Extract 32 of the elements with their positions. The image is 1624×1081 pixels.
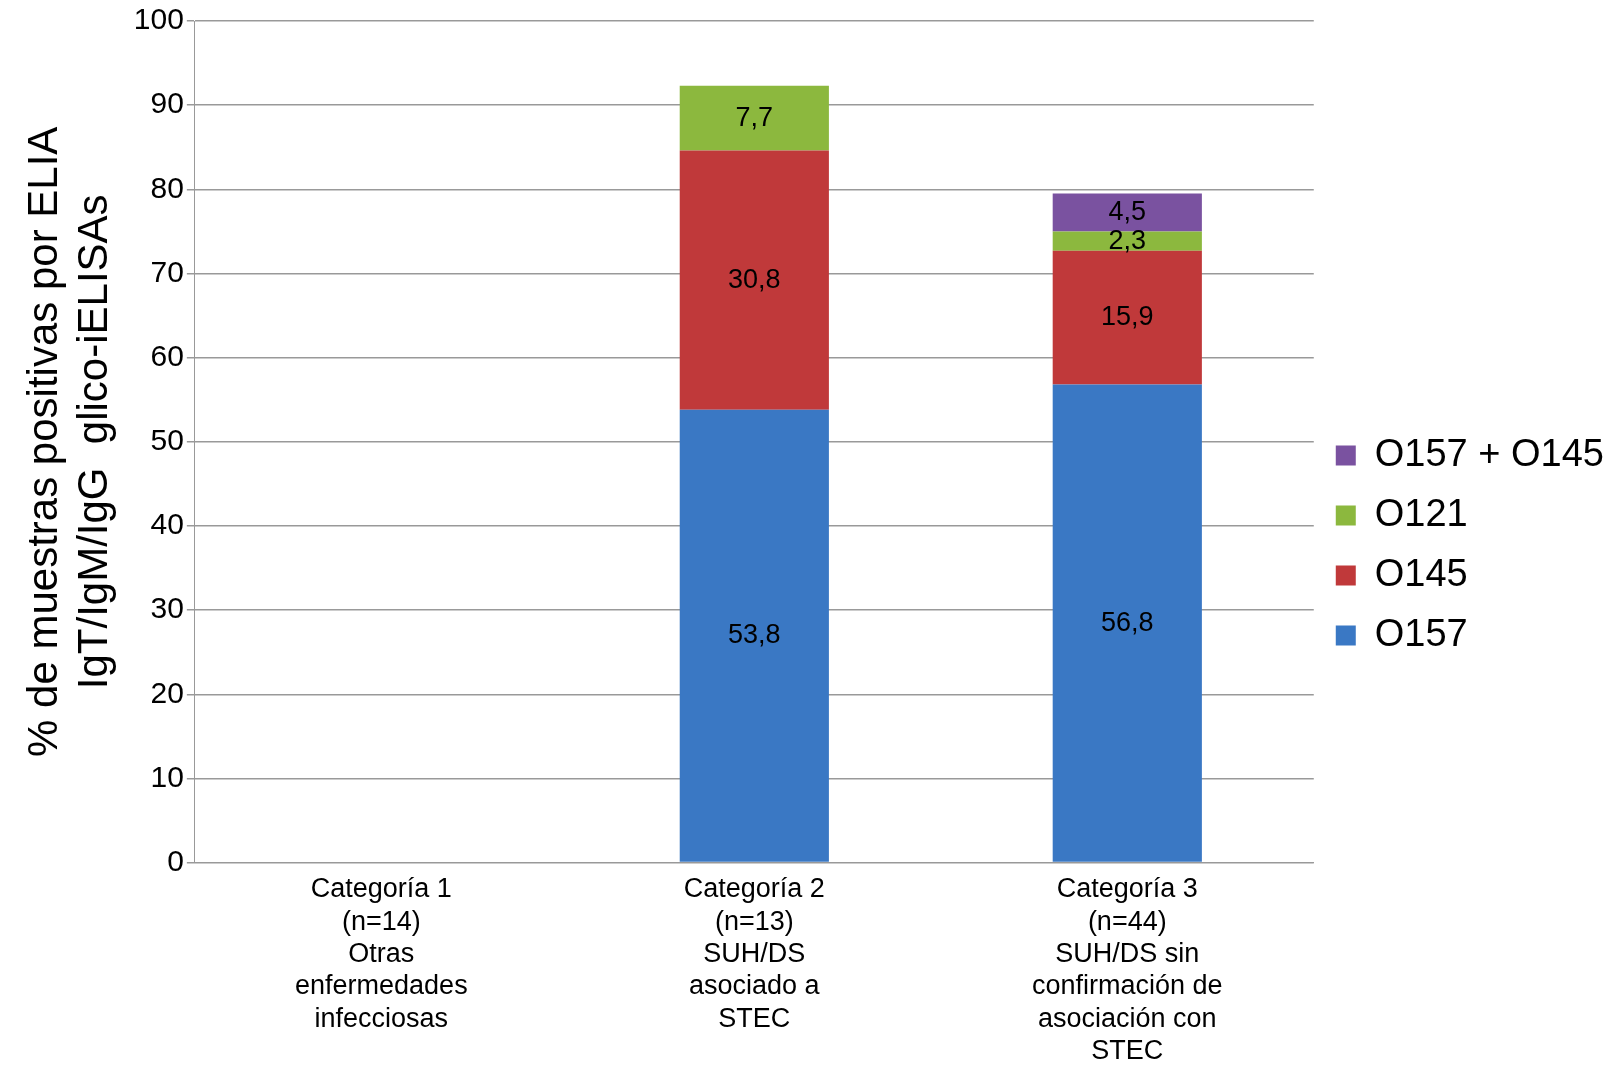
legend-label: O157 [1374, 611, 1468, 654]
bar [679, 150, 829, 410]
data-label: 2,3 [1108, 224, 1147, 255]
bar [679, 409, 829, 862]
legend-label: O157 + O145 [1374, 431, 1605, 474]
legend-label: O145 [1374, 551, 1468, 594]
y-axis-title: % de muestras positivas por ELIA IgT/IgM/IgG glico-iELISAs [18, 126, 117, 757]
y-tick-label: 0 [167, 843, 184, 877]
data-label: 56,8 [1101, 606, 1154, 637]
y-tick-label: 100 [133, 2, 184, 36]
x-tick-label: Categoría 3 (n=44) SUH/DS sin confirmación de asociación con STEC [1031, 873, 1223, 1066]
x-tick-label: Categoría 2 (n=13) SUH/DS asociado a STEC [683, 873, 825, 1033]
data-label: 30,8 [728, 263, 781, 294]
y-tick-label: 70 [150, 254, 184, 288]
y-tick-label: 10 [150, 759, 184, 793]
y-tick-label: 50 [150, 423, 184, 457]
bar [679, 85, 829, 151]
y-tick-label: 30 [150, 591, 184, 625]
data-label: 15,9 [1101, 301, 1154, 332]
bar [1052, 231, 1202, 251]
y-tick-label: 20 [150, 675, 184, 709]
data-label: 53,8 [728, 619, 781, 650]
data-label: 7,7 [735, 101, 774, 132]
bar [1052, 193, 1202, 232]
y-tick-label: 90 [150, 86, 184, 120]
y-tick-label: 80 [150, 170, 184, 204]
bar [1052, 384, 1202, 862]
data-label: 4,5 [1108, 195, 1147, 226]
x-tick-label: Categoría 1 (n=14) Otras enfermedades infecciosas [295, 873, 468, 1033]
y-tick-label: 60 [150, 338, 184, 372]
y-tick-label: 40 [150, 507, 184, 541]
legend-label: O121 [1374, 491, 1468, 534]
